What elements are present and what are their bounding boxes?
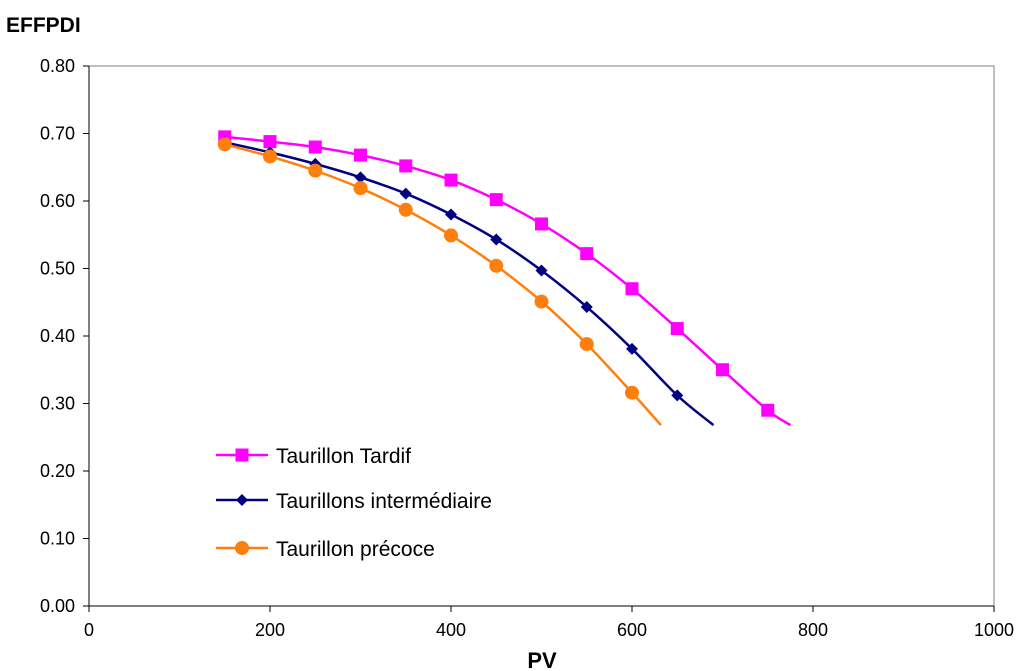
data-point: [308, 163, 323, 178]
series-1: [218, 130, 792, 427]
data-point: [308, 140, 322, 154]
axes: 0.00 0.10 0.20 0.30 0.40 0.50 0.60 0.70 0.80 0 200…: [40, 56, 1014, 640]
series-2: [218, 136, 715, 427]
data-point: [217, 137, 232, 152]
y-tick-label: 0.50: [40, 259, 75, 279]
y-tick-label: 0.60: [40, 191, 75, 211]
data-point: [716, 363, 729, 377]
x-axis-title: PV: [527, 648, 557, 671]
data-point: [535, 217, 548, 231]
data-point: [263, 135, 277, 149]
x-tick-label: 0: [84, 620, 94, 640]
series-layer: [217, 130, 792, 427]
series-3: [217, 137, 662, 426]
x-tick-label: 400: [436, 620, 466, 640]
y-tick-label: 0.80: [40, 56, 75, 76]
data-point: [354, 171, 367, 184]
series-line: [224, 135, 792, 427]
legend-label: Taurillon Tardif: [276, 445, 411, 468]
legend-marker: [236, 494, 248, 506]
series-line: [224, 141, 715, 427]
series-line: [224, 143, 662, 426]
data-point: [671, 389, 684, 402]
data-point: [489, 258, 504, 273]
data-point: [625, 282, 639, 296]
data-point: [399, 159, 413, 173]
legend-entry: Taurillons intermédiaire: [216, 490, 492, 513]
data-point: [534, 294, 549, 309]
data-point: [263, 149, 277, 164]
y-tick-label: 0.10: [40, 529, 75, 549]
y-tick-label: 0.20: [40, 461, 75, 481]
data-point: [354, 148, 367, 162]
data-point: [489, 193, 503, 207]
data-point: [444, 173, 458, 187]
data-point: [580, 300, 593, 313]
x-tick-label: 200: [255, 620, 285, 640]
legend-label: Taurillons intermédiaire: [276, 490, 492, 513]
legend-marker: [235, 448, 249, 462]
legend-entry: Taurillon Tardif: [216, 445, 411, 468]
y-tick-label: 0.40: [40, 326, 75, 346]
y-tick-label: 0.00: [40, 596, 75, 616]
data-point: [626, 342, 638, 355]
y-axis-title: EFFPDI: [6, 14, 81, 37]
data-point: [670, 322, 684, 336]
data-point: [399, 187, 412, 200]
legend-label: Taurillon précoce: [276, 538, 435, 561]
legend: Taurillon Tardif Taurillons intermédiaire…: [216, 445, 492, 561]
data-point: [625, 385, 639, 400]
data-point: [580, 247, 594, 261]
y-tick-label: 0.70: [40, 124, 75, 144]
data-point: [579, 337, 594, 352]
data-point: [445, 208, 457, 221]
data-point: [761, 403, 775, 417]
data-point: [535, 264, 548, 277]
x-tick-label: 1000: [974, 620, 1014, 640]
y-tick-label: 0.30: [40, 394, 75, 414]
data-point: [353, 181, 368, 196]
data-point: [490, 233, 503, 246]
data-point: [444, 228, 458, 243]
data-point: [398, 202, 413, 217]
x-tick-label: 600: [617, 620, 647, 640]
x-tick-label: 800: [798, 620, 828, 640]
legend-entry: Taurillon précoce: [216, 538, 435, 561]
legend-marker: [235, 541, 249, 555]
